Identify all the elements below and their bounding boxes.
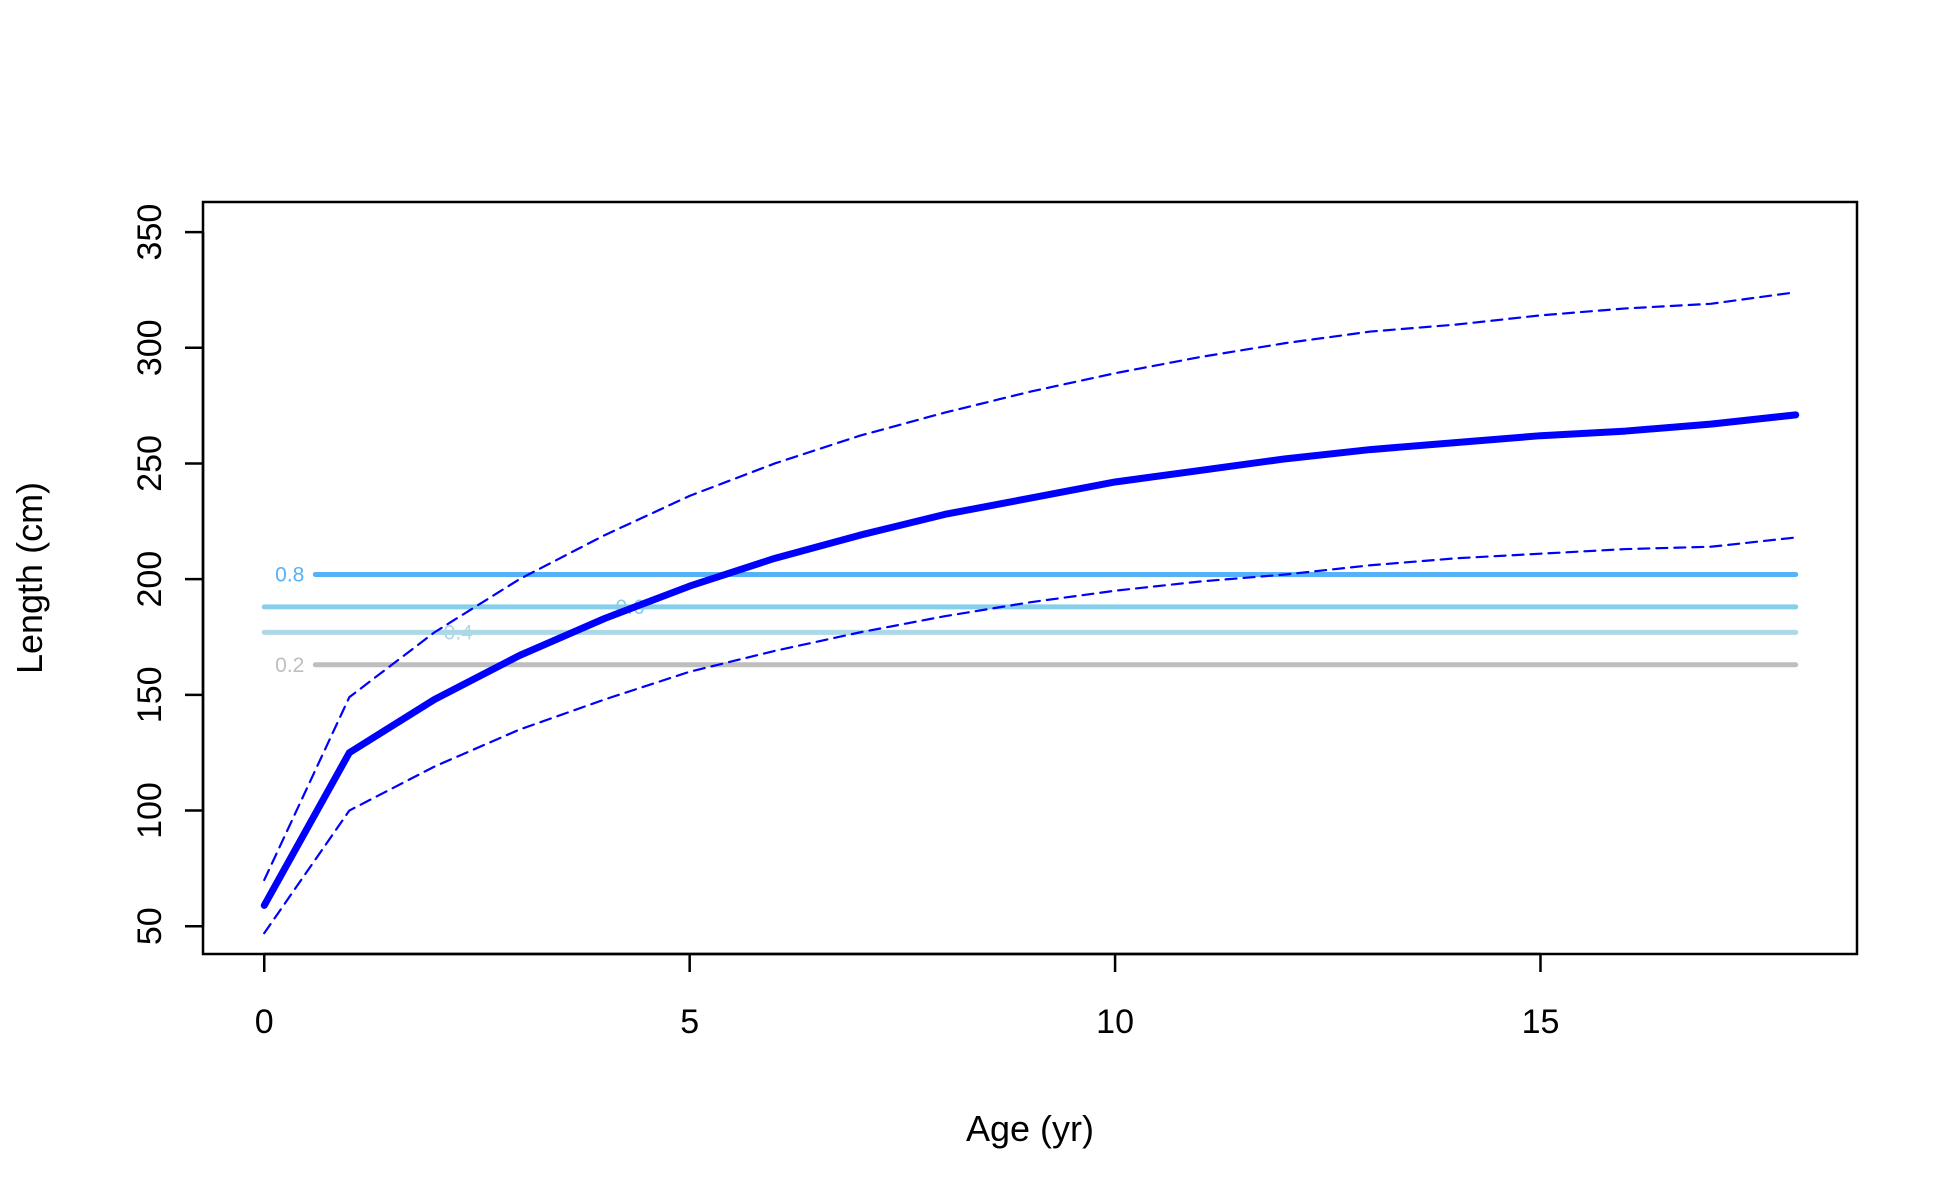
y-tick-label: 300 xyxy=(131,319,169,376)
x-tick-label: 15 xyxy=(1522,1003,1560,1041)
contour-label-0-8: 0.8 xyxy=(275,564,304,587)
y-tick-label: 200 xyxy=(131,551,169,608)
y-axis: 50 100 150 200 250 300 350 xyxy=(131,204,205,945)
y-axis-title: Length (cm) xyxy=(9,482,50,674)
y-tick-label: 250 xyxy=(131,435,169,492)
y-tick-label: 150 xyxy=(131,666,169,723)
x-tick-label: 5 xyxy=(680,1003,699,1041)
y-tick-label: 100 xyxy=(131,782,169,839)
series-lower-line xyxy=(263,536,1797,935)
contour-label-0-4: 0.4 xyxy=(444,621,474,644)
x-axis-title: Age (yr) xyxy=(966,1108,1094,1149)
maturity-contours: 0.80.60.40.2 xyxy=(261,564,1799,677)
series-upper-line xyxy=(263,291,1797,882)
plot-frame xyxy=(201,200,1859,956)
y-tick-label: 50 xyxy=(131,907,169,945)
growth-series xyxy=(260,291,1800,935)
x-tick-label: 0 xyxy=(255,1003,274,1041)
x-axis: 0 5 10 15 xyxy=(255,952,1560,1041)
y-tick-label: 350 xyxy=(131,204,169,261)
series-mean-line xyxy=(260,411,1800,909)
x-tick-label: 10 xyxy=(1096,1003,1134,1041)
contour-label-0-2: 0.2 xyxy=(275,654,304,677)
